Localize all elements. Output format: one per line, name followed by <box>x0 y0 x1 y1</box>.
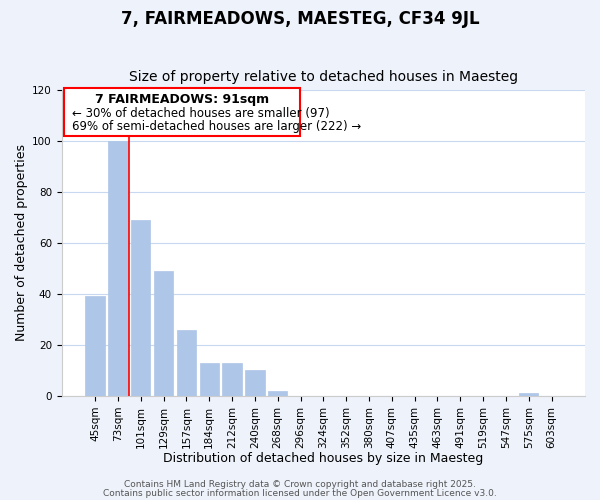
Text: Contains public sector information licensed under the Open Government Licence v3: Contains public sector information licen… <box>103 488 497 498</box>
Text: 7 FAIRMEADOWS: 91sqm: 7 FAIRMEADOWS: 91sqm <box>95 93 269 106</box>
Bar <box>200 363 219 396</box>
Y-axis label: Number of detached properties: Number of detached properties <box>15 144 28 342</box>
Bar <box>245 370 265 396</box>
Bar <box>154 271 173 396</box>
FancyBboxPatch shape <box>64 88 300 136</box>
Title: Size of property relative to detached houses in Maesteg: Size of property relative to detached ho… <box>129 70 518 85</box>
Bar <box>85 296 105 396</box>
Bar <box>223 363 242 396</box>
Bar <box>177 330 196 396</box>
Bar <box>131 220 151 396</box>
Bar <box>268 391 287 396</box>
Text: ← 30% of detached houses are smaller (97): ← 30% of detached houses are smaller (97… <box>72 106 330 120</box>
Text: 7, FAIRMEADOWS, MAESTEG, CF34 9JL: 7, FAIRMEADOWS, MAESTEG, CF34 9JL <box>121 10 479 28</box>
Bar <box>108 141 128 396</box>
Bar <box>519 394 538 396</box>
Text: 69% of semi-detached houses are larger (222) →: 69% of semi-detached houses are larger (… <box>72 120 361 134</box>
Text: Contains HM Land Registry data © Crown copyright and database right 2025.: Contains HM Land Registry data © Crown c… <box>124 480 476 489</box>
X-axis label: Distribution of detached houses by size in Maesteg: Distribution of detached houses by size … <box>163 452 484 465</box>
